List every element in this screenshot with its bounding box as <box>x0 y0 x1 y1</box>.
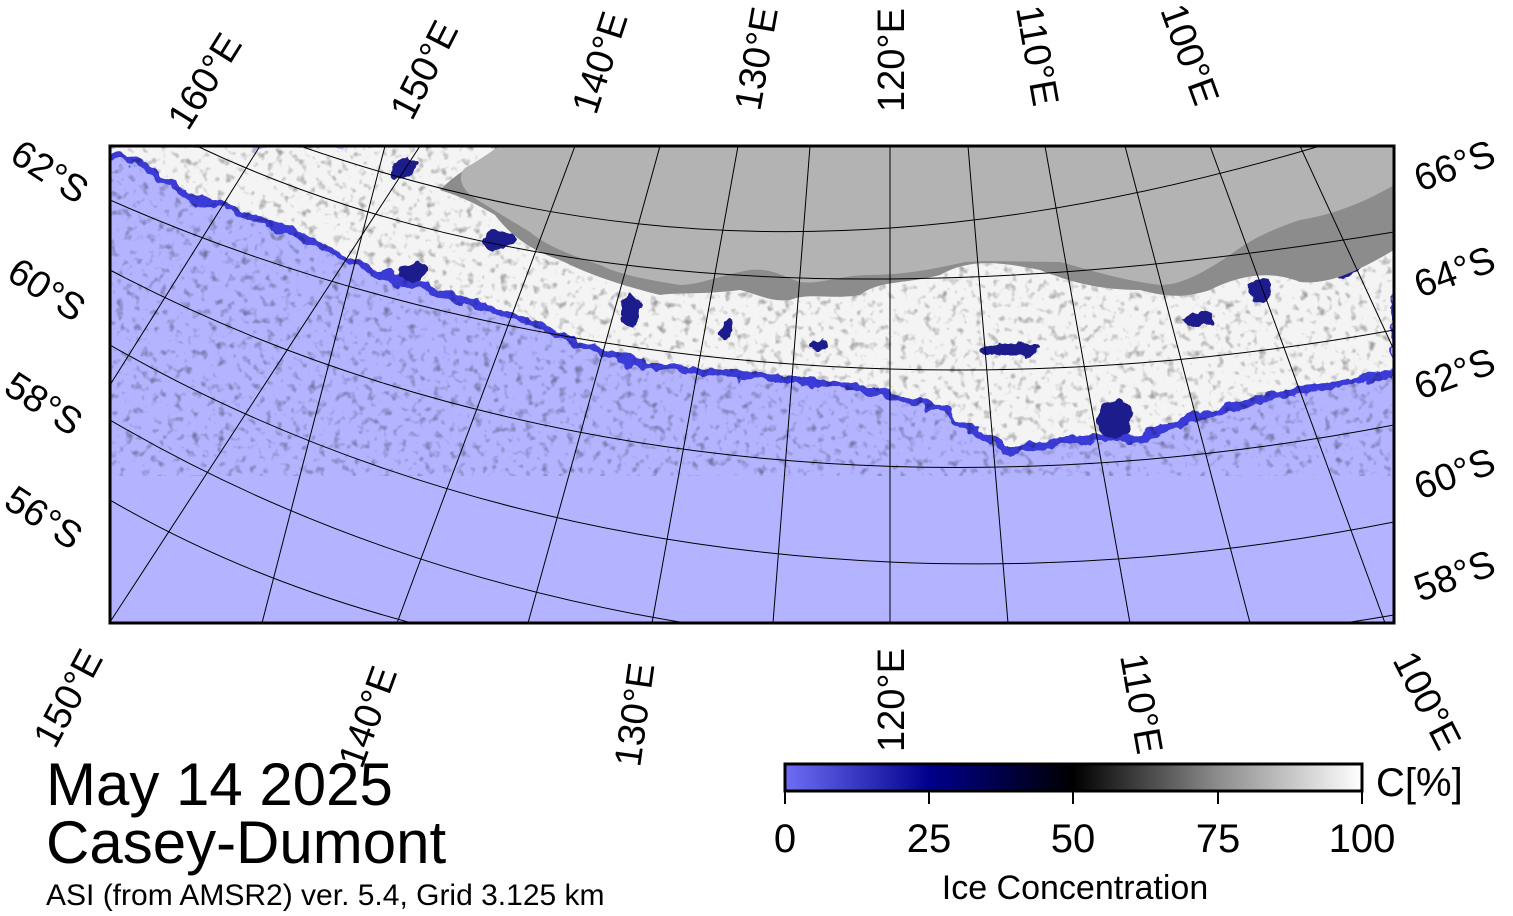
top-lon-label: 110°E <box>1007 2 1066 109</box>
colorbar-tick-label: 100 <box>1329 817 1396 861</box>
map-product: ASI (from AMSR2) ver. 5.4, Grid 3.125 km <box>46 879 605 912</box>
top-lon-label: 140°E <box>565 7 637 119</box>
left-lat-label: 58°S <box>0 364 89 444</box>
top-lon-label: 100°E <box>1152 0 1227 111</box>
parallel-66S <box>299 146 1321 233</box>
right-lat-label: 64°S <box>1409 239 1501 307</box>
colorbar-tick-label: 75 <box>1196 817 1241 861</box>
parallel-54S <box>110 499 414 623</box>
parallel-56S <box>110 419 1394 623</box>
parallel-62S <box>110 199 1394 371</box>
colorbar-tick-label: 50 <box>1051 817 1096 861</box>
top-lon-label: 120°E <box>871 8 913 112</box>
map-date: May 14 2025 <box>46 751 393 818</box>
land <box>460 146 1394 285</box>
top-lon-label: 130°E <box>728 4 787 114</box>
top-lon-label: 150°E <box>383 14 468 126</box>
right-latitude-labels: 66°S 64°S 62°S 60°S 58°S <box>1409 133 1501 611</box>
bottom-lon-label: 120°E <box>871 648 913 752</box>
right-lat-label: 60°S <box>1409 441 1501 509</box>
right-lat-label: 58°S <box>1409 543 1501 611</box>
map-area <box>110 146 1394 623</box>
right-lat-label: 66°S <box>1409 133 1501 201</box>
map-frame <box>108 144 1396 625</box>
bottom-lon-label: 150°E <box>26 643 112 755</box>
parallel-60S <box>110 269 1394 468</box>
bottom-lon-label: 110°E <box>1111 650 1170 757</box>
top-lon-label: 160°E <box>160 26 251 136</box>
map-region: Casey-Dumont <box>46 809 447 876</box>
colorbar-title: Ice Concentration <box>941 869 1209 907</box>
left-lat-label: 56°S <box>0 478 89 558</box>
parallel-64S <box>195 146 1394 280</box>
colorbar-tick-marks <box>784 791 1363 804</box>
right-lat-label: 62°S <box>1409 341 1501 409</box>
colorbar-tick-labels: 0 25 50 75 100 <box>774 817 1396 861</box>
graticule-meridians <box>110 146 1394 623</box>
top-longitude-labels: 160°E 150°E 140°E 130°E 120°E 110°E 100°… <box>160 0 1227 137</box>
left-latitude-labels: 62°S 60°S 58°S 56°S <box>0 132 95 558</box>
bottom-lon-label: 130°E <box>607 660 663 769</box>
parallel-58S <box>110 344 1394 565</box>
colorbar-tick-label: 25 <box>907 817 952 861</box>
bottom-lon-label: 100°E <box>1384 645 1469 757</box>
graticule-parallels <box>110 146 1394 623</box>
left-lat-label: 60°S <box>0 250 92 330</box>
left-lat-label: 62°S <box>3 132 95 212</box>
colorbar-gradient <box>783 762 1364 793</box>
colorbar: 0 25 50 75 100 C[%] <box>774 761 1463 861</box>
colorbar-unit: C[%] <box>1376 761 1463 805</box>
colorbar-tick-label: 0 <box>774 817 796 861</box>
